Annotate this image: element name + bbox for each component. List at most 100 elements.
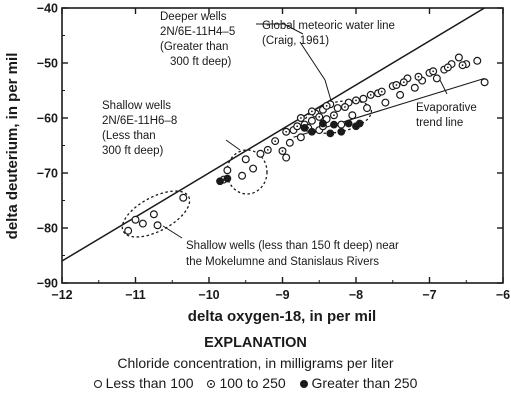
annotation-deeper-line3: (Greater than [160, 41, 228, 53]
point-less-than-100 [359, 94, 368, 103]
point-less-than-100 [432, 74, 441, 83]
shallow-wells-rivers-ellipse [121, 190, 191, 238]
point-less-than-100 [124, 226, 133, 235]
y-tick-label: −80 [37, 222, 58, 236]
annotation-gmwl-line1: Global meteoric water line [262, 20, 395, 32]
legend-item-less-than-100: Less than 100 [93, 375, 198, 391]
open-circle-icon [93, 380, 102, 389]
point-less-than-100 [153, 221, 162, 230]
point-less-than-100 [285, 138, 294, 147]
point-greater-than-250 [319, 119, 327, 128]
point-less-than-100 [256, 149, 265, 158]
legend-item-greater-than-250: Greater than 250 [299, 375, 417, 391]
point-less-than-100 [131, 215, 140, 224]
point-100-to-250-dot [281, 150, 284, 152]
x-tick-label: −7 [422, 288, 436, 302]
point-less-than-100 [454, 53, 463, 62]
x-axis-label: delta oxygen-18, in per mil [188, 308, 376, 325]
point-greater-than-250 [308, 127, 316, 136]
annotation-evaporative-line2: trend line [416, 117, 463, 129]
annotation-deeper-line2: 2N/6E-11H4–5 [160, 26, 235, 38]
point-100-to-250-dot [402, 81, 405, 84]
annotation-rivers-line1: Shallow wells (less than 150 ft deep) ne… [186, 240, 399, 252]
deeper-wells-leader [299, 41, 333, 105]
point-less-than-100 [238, 171, 247, 180]
annotation-shallow-line4: 300 ft deep) [102, 145, 164, 157]
point-less-than-100 [307, 116, 316, 125]
annotation-deeper-line1: Deeper wells [160, 11, 227, 23]
annotation-rivers-line2: the Mokelumne and Stanislaus Rivers [186, 256, 379, 268]
annotation-evaporative-line1: Evaporative [416, 102, 477, 114]
point-100-to-250-dot [333, 114, 335, 117]
point-greater-than-250 [300, 124, 309, 132]
gmwl-leader [256, 23, 304, 35]
point-100-to-250-dot [318, 116, 321, 118]
explanation: EXPLANATION Chloride concentration, in m… [0, 333, 511, 393]
point-greater-than-250 [330, 120, 338, 129]
legend-label: 100 to 250 [219, 375, 286, 391]
x-tick-label: −9 [275, 288, 289, 302]
explanation-title: EXPLANATION [204, 335, 307, 351]
filled-circle-icon [299, 380, 308, 389]
legend-item-100-to-250: 100 to 250 [207, 375, 289, 391]
annotation-shallow-line1: Shallow wells [102, 100, 171, 112]
y-tick-label: −40 [37, 2, 58, 16]
y-tick-label: −90 [37, 277, 58, 291]
point-less-than-100 [241, 155, 250, 164]
point-greater-than-250 [326, 129, 335, 138]
legend: Less than 100 100 to 250 Greater than 25… [0, 373, 511, 393]
point-less-than-100 [348, 111, 357, 120]
point-less-than-100 [473, 56, 482, 65]
point-100-to-250-dot [369, 94, 372, 96]
point-less-than-100 [282, 153, 291, 162]
point-greater-than-250 [337, 127, 346, 136]
legend-label: Less than 100 [105, 375, 194, 391]
point-100-to-250-dot [395, 84, 398, 86]
x-tick-label: −8 [349, 288, 363, 302]
point-100-to-250-dot [380, 90, 383, 93]
point-less-than-100 [381, 98, 390, 107]
annotation-deeper-line4: 300 ft deep) [170, 56, 232, 68]
point-100-to-250-dot [432, 70, 435, 73]
annotation-shallow-line2: 2N/6E-11H6–8 [102, 115, 177, 127]
y-tick-label: −50 [37, 57, 58, 71]
point-less-than-100 [296, 133, 305, 142]
x-tick-label: −6 [496, 288, 510, 302]
point-100-to-250-dot [299, 117, 302, 119]
point-less-than-100 [138, 219, 147, 228]
point-100-to-250-dot [446, 66, 449, 69]
point-100-to-250-dot [344, 106, 346, 108]
y-tick-label: −70 [37, 167, 58, 181]
point-100-to-250-dot [285, 130, 288, 133]
x-tick-label: −12 [51, 288, 72, 302]
point-100-to-250-dot [461, 64, 464, 67]
point-less-than-100 [337, 120, 346, 129]
point-greater-than-250 [355, 119, 364, 128]
point-greater-than-250 [344, 119, 353, 128]
point-100-to-250-dot [311, 110, 313, 113]
point-less-than-100 [396, 90, 405, 99]
annotation-gmwl-line2: (Craig, 1961) [262, 35, 329, 47]
annotation-shallow-line3: (Less than [102, 130, 156, 142]
point-less-than-100 [223, 166, 232, 175]
point-less-than-100 [363, 104, 372, 113]
point-100-to-250-dot [266, 149, 269, 151]
point-greater-than-250 [216, 177, 224, 186]
shallow-wells-11h6-8-leader [225, 139, 241, 151]
point-100-to-250-dot [355, 99, 357, 102]
shallow-rivers-leader [162, 225, 183, 239]
point-100-to-250-dot [325, 105, 328, 107]
point-less-than-100 [249, 164, 258, 173]
x-tick-label: −11 [125, 288, 146, 302]
point-100-to-250-dot [274, 140, 277, 143]
x-tick-label: −10 [198, 288, 219, 302]
point-less-than-100 [480, 78, 489, 87]
y-tick-label: −60 [37, 112, 58, 126]
point-greater-than-250 [223, 174, 232, 183]
explanation-subtitle: Chloride concentration, in milligrams pe… [117, 355, 394, 371]
chart: −90 −80 −70 −60 −50 −40 −12 −11 −10 −9 −8 −7 −6 Glo… [4, 2, 510, 326]
point-less-than-100 [410, 83, 419, 92]
deeper-wells-ellipse [303, 100, 373, 134]
point-less-than-100 [149, 210, 158, 219]
point-100-to-250-dot [417, 75, 420, 78]
